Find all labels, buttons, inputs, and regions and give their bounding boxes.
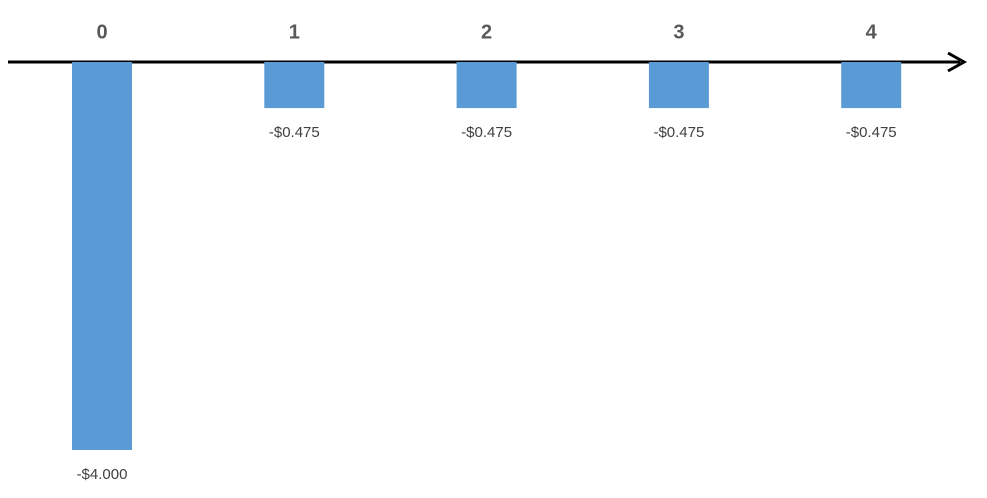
value-label: -$0.475 <box>461 124 512 141</box>
bar <box>456 62 517 109</box>
value-label: -$0.475 <box>269 124 320 141</box>
bar <box>72 62 132 450</box>
bar <box>264 62 325 109</box>
value-label: -$0.475 <box>846 124 897 141</box>
bar <box>648 62 709 109</box>
value-label: -$4.000 <box>77 466 128 483</box>
value-label: -$0.475 <box>653 124 704 141</box>
bar <box>841 62 902 109</box>
category-label: 4 <box>866 21 878 43</box>
category-label: 0 <box>96 21 107 43</box>
category-label: 1 <box>289 21 300 43</box>
category-label: 2 <box>481 21 492 43</box>
category-label: 3 <box>673 21 684 43</box>
axis-arrow <box>947 51 968 73</box>
